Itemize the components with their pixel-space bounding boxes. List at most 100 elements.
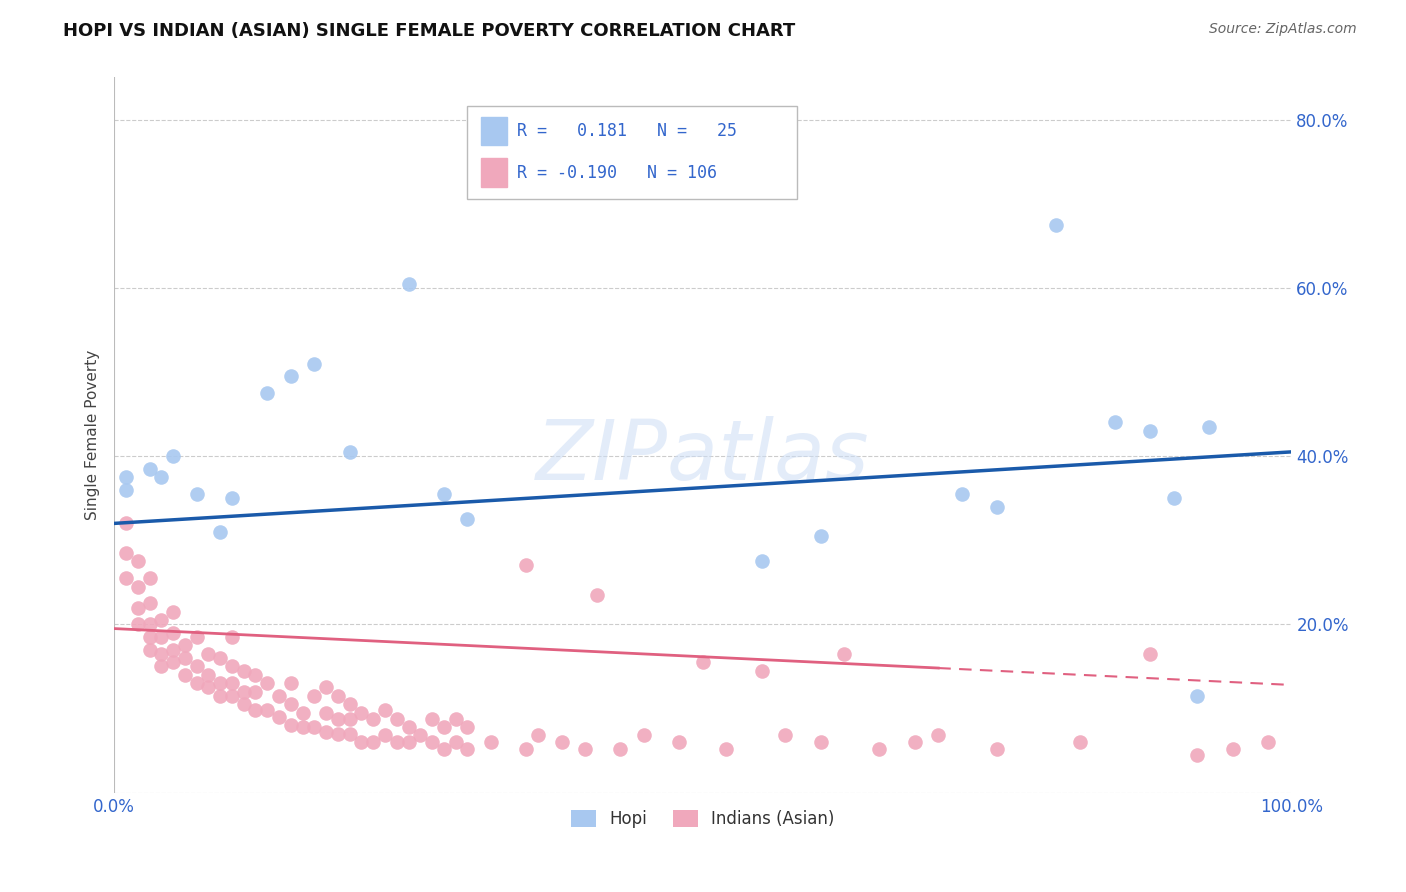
Point: [162, 449, 184, 463]
Point: [409, 728, 432, 742]
Point: [150, 647, 173, 661]
Point: [115, 516, 138, 531]
Point: [398, 735, 420, 749]
Point: [339, 727, 361, 741]
Point: [927, 728, 949, 742]
Point: [326, 689, 349, 703]
Point: [150, 630, 173, 644]
Point: [209, 676, 232, 690]
Point: [868, 742, 890, 756]
Point: [221, 689, 243, 703]
Point: [232, 684, 254, 698]
Point: [609, 742, 631, 756]
Point: [197, 668, 219, 682]
Point: [1163, 491, 1185, 505]
Point: [444, 735, 467, 749]
Point: [361, 712, 384, 726]
Point: [444, 712, 467, 726]
Point: [1187, 747, 1209, 762]
Point: [115, 546, 138, 560]
Point: [1139, 647, 1161, 661]
Text: R = -0.190   N = 106: R = -0.190 N = 106: [517, 163, 717, 182]
Point: [280, 718, 302, 732]
Point: [339, 712, 361, 726]
Point: [339, 698, 361, 712]
Point: [420, 712, 443, 726]
Point: [1222, 742, 1244, 756]
Point: [115, 470, 138, 484]
Point: [574, 742, 596, 756]
Point: [256, 386, 278, 401]
Point: [668, 735, 690, 749]
Point: [304, 357, 326, 371]
Point: [291, 720, 314, 734]
Point: [326, 712, 349, 726]
Point: [138, 642, 160, 657]
FancyBboxPatch shape: [467, 106, 797, 199]
Point: [315, 725, 337, 739]
Point: [950, 487, 973, 501]
Point: [245, 668, 267, 682]
Point: [398, 720, 420, 734]
Point: [527, 728, 550, 742]
Point: [586, 588, 609, 602]
Point: [209, 524, 232, 539]
Point: [197, 647, 219, 661]
Point: [267, 689, 290, 703]
Point: [361, 735, 384, 749]
Point: [232, 664, 254, 678]
Point: [186, 659, 208, 673]
Point: [127, 554, 149, 568]
Point: [150, 613, 173, 627]
Legend: Hopi, Indians (Asian): Hopi, Indians (Asian): [565, 803, 841, 834]
Point: [385, 712, 408, 726]
Point: [245, 684, 267, 698]
Point: [304, 689, 326, 703]
Point: [186, 676, 208, 690]
Point: [433, 720, 456, 734]
Point: [1198, 419, 1220, 434]
Point: [810, 529, 832, 543]
Point: [162, 642, 184, 657]
Bar: [481, 117, 508, 145]
Point: [280, 698, 302, 712]
Point: [350, 706, 373, 720]
Point: [127, 600, 149, 615]
Point: [326, 727, 349, 741]
Point: [515, 742, 537, 756]
Point: [1069, 735, 1091, 749]
Point: [291, 706, 314, 720]
Point: [456, 720, 478, 734]
Point: [1257, 735, 1279, 749]
Point: [138, 596, 160, 610]
Point: [374, 703, 396, 717]
Point: [127, 580, 149, 594]
Point: [280, 676, 302, 690]
Point: [209, 651, 232, 665]
Point: [751, 664, 773, 678]
Point: [456, 512, 478, 526]
Point: [456, 742, 478, 756]
Point: [221, 676, 243, 690]
Point: [1104, 416, 1126, 430]
Point: [150, 659, 173, 673]
Point: [350, 735, 373, 749]
Point: [420, 735, 443, 749]
Point: [1139, 424, 1161, 438]
Point: [232, 698, 254, 712]
Point: [267, 710, 290, 724]
Point: [832, 647, 855, 661]
Text: HOPI VS INDIAN (ASIAN) SINGLE FEMALE POVERTY CORRELATION CHART: HOPI VS INDIAN (ASIAN) SINGLE FEMALE POV…: [63, 22, 796, 40]
Point: [221, 659, 243, 673]
Point: [751, 554, 773, 568]
Bar: [481, 158, 508, 186]
Point: [162, 605, 184, 619]
Point: [173, 651, 195, 665]
Point: [433, 487, 456, 501]
Point: [221, 630, 243, 644]
Text: Source: ZipAtlas.com: Source: ZipAtlas.com: [1209, 22, 1357, 37]
Point: [115, 571, 138, 585]
Point: [1045, 218, 1067, 232]
Text: ZIPatlas: ZIPatlas: [536, 416, 870, 497]
Point: [1187, 689, 1209, 703]
